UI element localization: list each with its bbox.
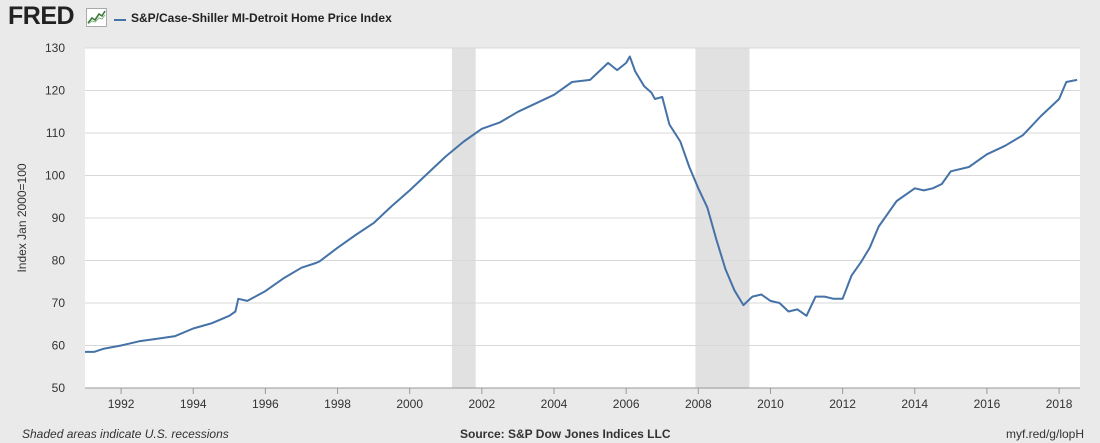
y-tick-label: 70 <box>52 296 66 310</box>
y-axis-label: Index Jan 2000=100 <box>15 163 29 272</box>
x-tick-label: 2012 <box>829 397 856 411</box>
series-line[interactable] <box>85 55 1078 353</box>
y-tick-label: 50 <box>52 381 66 395</box>
x-tick-label: 2014 <box>901 397 928 411</box>
chart-area: 50 60 70 80 90 100 110 120 130 1992 1994 1996 1998 2… <box>15 41 1080 411</box>
short-link[interactable]: myf.red/g/lopH <box>1005 427 1084 441</box>
y-tick-label: 130 <box>45 41 65 55</box>
x-tick-label: 2018 <box>1046 397 1073 411</box>
x-tick-label: 1992 <box>108 397 135 411</box>
recession-note: Shaded areas indicate U.S. recessions <box>22 427 229 441</box>
y-tick-label: 100 <box>45 169 65 183</box>
x-tick-label: 2010 <box>757 397 784 411</box>
x-tick-label: 2000 <box>396 397 423 411</box>
y-tick-label: 110 <box>46 126 65 140</box>
x-tick-label: 2016 <box>974 397 1001 411</box>
legend-swatch <box>114 19 126 21</box>
y-tick-label: 80 <box>52 254 66 268</box>
line-chart-icon <box>86 8 107 27</box>
x-tick-label: 1998 <box>324 397 351 411</box>
y-tick-label: 90 <box>52 211 66 225</box>
x-tick-label: 2002 <box>468 397 495 411</box>
y-tick-label: 60 <box>52 339 66 353</box>
x-tick-label: 2008 <box>685 397 712 411</box>
x-axis-ticks: 1992 1994 1996 1998 2000 2002 2004 2006 2008 2010… <box>108 388 1073 411</box>
gridlines <box>85 47 1080 346</box>
x-tick-label: 2004 <box>541 397 568 411</box>
y-tick-label: 120 <box>45 84 65 98</box>
fred-logo[interactable]: FRED <box>8 2 75 30</box>
legend-label[interactable]: S&P/Case-Shiller MI-Detroit Home Price I… <box>131 11 392 25</box>
chart-header: FRED S&P/Case-Shiller MI-Detroit Home Pr… <box>0 0 1100 40</box>
y-axis-ticks: 50 60 70 80 90 100 110 120 130 <box>45 41 65 395</box>
x-tick-label: 1996 <box>252 397 279 411</box>
x-tick-label: 1994 <box>180 397 207 411</box>
source-note: Source: S&P Dow Jones Indices LLC <box>460 427 671 441</box>
chart-footer: Shaded areas indicate U.S. recessions So… <box>0 423 1100 443</box>
x-tick-label: 2006 <box>613 397 640 411</box>
